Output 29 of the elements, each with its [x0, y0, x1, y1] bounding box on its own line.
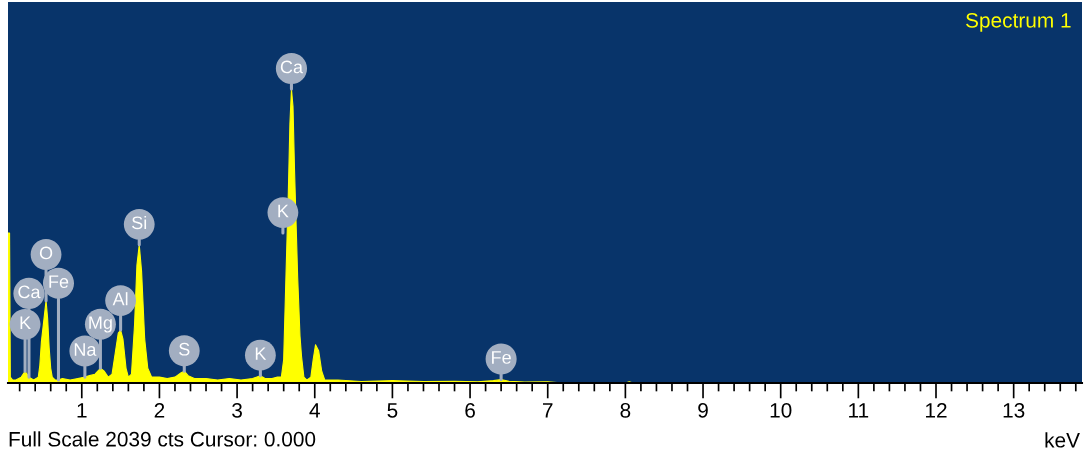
text: Spectrum 1 — [966, 12, 1071, 32]
annotation: K — [255, 347, 267, 360]
x-tick-label: 3 — [232, 402, 242, 418]
x-tick-label: 13 — [1003, 402, 1025, 418]
annotation: Fe — [49, 275, 69, 289]
x-tick-label: 11 — [849, 403, 869, 418]
annotation: K — [278, 204, 289, 218]
annotation: Ca — [280, 60, 303, 74]
x-tick-label: 8 — [620, 402, 631, 418]
x-tick-label: 5 — [387, 403, 398, 418]
annotation: Ca — [18, 285, 41, 299]
annotation: Na — [74, 343, 97, 356]
x-tick-label: 1 — [77, 403, 87, 418]
annotation: Mg — [89, 316, 112, 333]
x-tick-label: 6 — [465, 402, 475, 418]
annotation: Al — [112, 292, 128, 306]
annotation: Fe — [492, 351, 511, 364]
x-axis-title: keV — [1045, 432, 1080, 448]
annotation: K — [20, 316, 31, 330]
x-tick-label: 10 — [770, 402, 792, 418]
x-tick-label: 7 — [542, 403, 553, 418]
annotation: S — [179, 342, 190, 356]
annotation: O — [39, 246, 53, 260]
x-tick-label: 12 — [926, 402, 947, 418]
x-tick-label: 2 — [154, 402, 165, 418]
text: Full Scale 2039 cts Cursor: 0.000 — [9, 431, 316, 447]
x-tick-label: 9 — [698, 402, 708, 418]
annotation: Si — [132, 215, 147, 230]
x-tick-label: 4 — [309, 403, 320, 418]
